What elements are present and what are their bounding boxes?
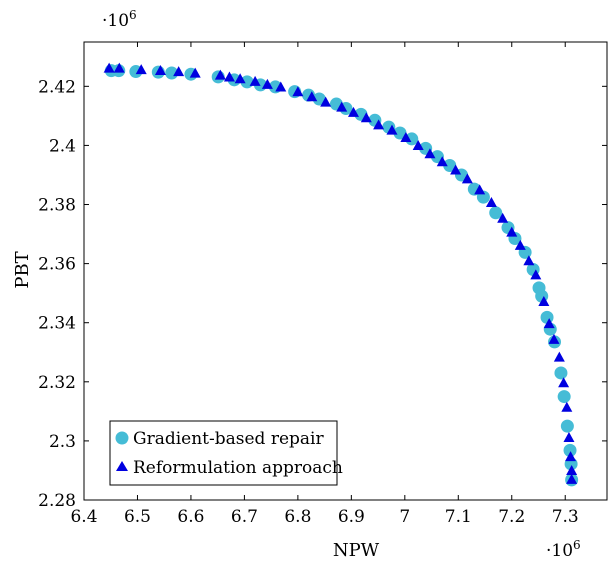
- x-axis-label: NPW: [333, 540, 380, 561]
- data-point-reformulation: [234, 73, 246, 84]
- data-point-gradient-repair: [489, 206, 503, 220]
- y-tick-label: 2.28: [38, 491, 76, 511]
- x-tick-label: 6.4: [70, 507, 97, 527]
- data-point-reformulation: [347, 106, 359, 117]
- data-point-reformulation: [530, 269, 542, 280]
- data-point-reformulation: [566, 465, 578, 476]
- legend-circle-marker: [115, 431, 129, 445]
- data-point-reformulation: [450, 164, 462, 175]
- data-point-reformulation: [336, 101, 348, 112]
- data-point-gradient-repair: [560, 419, 574, 433]
- data-point-reformulation: [543, 318, 555, 329]
- data-marks: [103, 62, 579, 487]
- legend: Gradient-based repair Reformulation appr…: [109, 420, 343, 486]
- legend-label-reformulation: Reformulation approach: [133, 458, 343, 478]
- data-point-reformulation: [412, 140, 424, 151]
- data-point-gradient-repair: [393, 126, 407, 140]
- x-tick-label: 6.6: [177, 507, 204, 527]
- data-point-reformulation: [424, 148, 436, 159]
- y-tick-label: 2.42: [38, 77, 76, 97]
- x-tick-label: 6.8: [284, 507, 311, 527]
- data-point-reformulation: [214, 69, 226, 80]
- data-point-gradient-repair: [554, 366, 568, 380]
- x-tick-label: 6.5: [124, 507, 151, 527]
- x-tick-label: 7.1: [445, 507, 472, 527]
- axis-frame: [83, 41, 608, 501]
- data-point-reformulation: [566, 473, 578, 484]
- x-tick-label: 7.2: [498, 507, 525, 527]
- data-point-gradient-repair: [557, 390, 571, 404]
- y-axis-label: PBT: [12, 251, 33, 288]
- y-tick-label: 2.34: [38, 314, 76, 334]
- data-point-gradient-repair: [540, 310, 554, 324]
- data-point-reformulation: [506, 226, 518, 237]
- data-point-reformulation: [103, 62, 115, 73]
- data-point-gradient-repair: [312, 92, 326, 106]
- data-point-reformulation: [249, 75, 261, 86]
- legend-triangle-marker: [116, 461, 128, 471]
- data-point-reformulation: [360, 112, 372, 123]
- data-point-reformulation: [485, 197, 497, 208]
- y-tick-label: 2.36: [38, 255, 76, 275]
- data-point-reformulation: [306, 91, 318, 102]
- data-point-reformulation: [461, 173, 473, 184]
- axes: 6.4 6.5 6.6 6.7 6.8 6.9 7 7.1 7.2 7.3 2.28 2.3 2.32 2…: [38, 41, 608, 527]
- legend-box: [109, 420, 338, 486]
- data-point-gradient-repair: [563, 443, 577, 457]
- data-point-gradient-repair: [443, 159, 457, 173]
- data-point-reformulation: [373, 119, 385, 130]
- data-point-gradient-repair: [405, 132, 419, 146]
- data-point-reformulation: [261, 78, 273, 89]
- data-point-reformulation: [538, 296, 550, 307]
- data-point-reformulation: [523, 255, 535, 266]
- data-point-reformulation: [548, 333, 560, 344]
- x-tick-label: 7: [399, 507, 410, 527]
- data-point-reformulation: [292, 86, 304, 97]
- data-point-reformulation: [553, 351, 565, 362]
- data-point-reformulation: [561, 401, 573, 412]
- data-point-reformulation: [558, 377, 570, 388]
- data-point-reformulation: [497, 212, 509, 223]
- data-point-reformulation: [565, 451, 577, 462]
- y-tick-label: 2.3: [49, 432, 76, 452]
- y-tick-label: 2.4: [49, 136, 76, 156]
- data-point-reformulation: [386, 124, 398, 135]
- data-point-reformulation: [474, 184, 486, 195]
- data-point-reformulation: [173, 66, 185, 77]
- data-point-gradient-repair: [165, 66, 179, 80]
- legend-label-gradient: Gradient-based repair: [133, 429, 324, 449]
- data-point-reformulation: [514, 239, 526, 250]
- data-point-reformulation: [113, 62, 125, 73]
- data-point-reformulation: [436, 156, 448, 167]
- y-scale-label: ·106: [102, 8, 137, 31]
- x-tick-label: 6.7: [231, 507, 258, 527]
- y-tick-label: 2.38: [38, 196, 76, 216]
- data-point-reformulation: [189, 67, 201, 78]
- data-point-reformulation: [135, 64, 147, 75]
- y-tick-label: 2.32: [38, 373, 76, 393]
- x-tick-label: 7.3: [552, 507, 579, 527]
- data-point-reformulation: [563, 431, 575, 442]
- data-point-reformulation: [223, 71, 235, 82]
- data-point-reformulation: [320, 96, 332, 107]
- data-point-reformulation: [400, 132, 412, 143]
- data-point-reformulation: [154, 64, 166, 75]
- data-point-reformulation: [275, 81, 287, 92]
- x-scale-label: ·106: [546, 538, 581, 561]
- x-tick-label: 6.9: [338, 507, 365, 527]
